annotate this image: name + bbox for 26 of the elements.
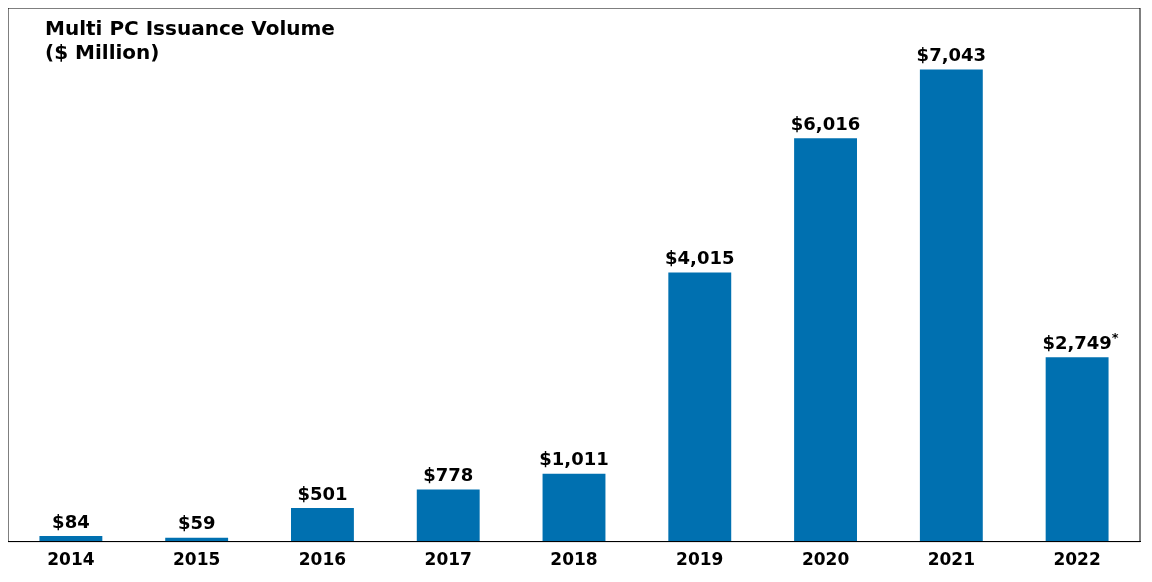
data-label: $7,043	[916, 44, 987, 66]
x-tick-label: 2018	[550, 549, 598, 570]
x-tick-label: 2015	[173, 549, 221, 570]
x-tick-label: 2022	[1053, 549, 1101, 570]
bar	[919, 69, 983, 542]
x-tick-label: 2017	[424, 549, 472, 570]
bar	[794, 138, 857, 542]
bar	[1045, 357, 1109, 542]
data-label: $84	[52, 510, 90, 532]
data-label: $4,015	[665, 247, 735, 269]
bar	[416, 489, 480, 542]
data-label: $6,016	[790, 112, 861, 134]
x-tick-label: 2019	[676, 549, 724, 570]
x-tick-label: 2020	[801, 549, 850, 570]
x-tick-label: 2016	[298, 549, 347, 570]
chart-title: Multi PC Issuance Volume ($ Million)	[45, 16, 335, 65]
bar	[291, 508, 354, 542]
bar	[668, 272, 732, 542]
bar	[542, 473, 606, 542]
data-label: $778	[423, 464, 474, 486]
x-tick-label: 2021	[927, 549, 975, 570]
data-label: $2,749*	[1042, 330, 1119, 353]
data-label: $501	[297, 482, 348, 504]
data-label: $59	[177, 512, 216, 534]
x-tick-label: 2014	[47, 549, 95, 570]
data-label: $1,011	[539, 448, 609, 470]
